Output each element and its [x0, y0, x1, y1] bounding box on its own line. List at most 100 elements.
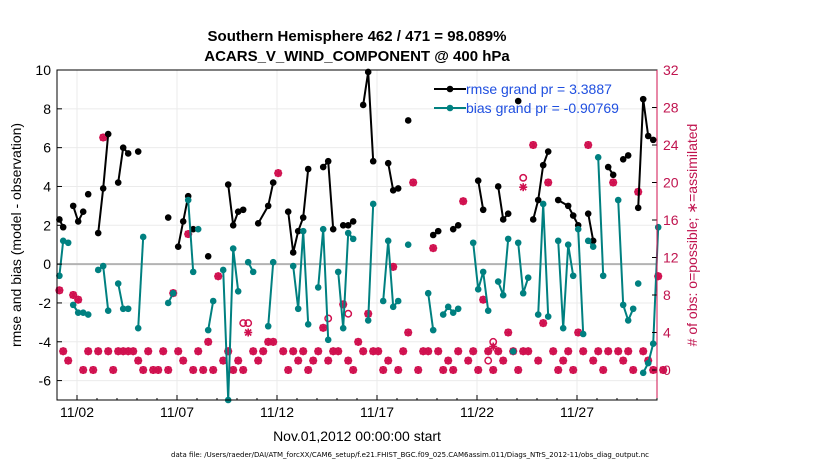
series-point [229, 221, 237, 229]
obs-assimilated-stroke [129, 347, 137, 355]
obs-assimilated-stroke [609, 178, 617, 187]
series-point [349, 235, 357, 243]
series-point [639, 369, 647, 377]
obs-assimilated-marker [349, 366, 358, 374]
obs-assimilated-marker [84, 347, 93, 356]
series-point [394, 297, 402, 305]
obs-assimilated-stroke [104, 347, 112, 355]
legend-bias-label: bias grand pr = -0.90769 [466, 100, 619, 116]
series-point [544, 148, 552, 155]
series-point [544, 313, 552, 320]
legend-rmse-marker [446, 85, 454, 93]
obs-assimilated-stroke [299, 347, 307, 355]
obs-assimilated-marker [254, 356, 263, 365]
obs-assimilated-marker [504, 328, 513, 337]
y-tick-label-right: 20 [663, 175, 679, 191]
y-tick-label-right: 4 [663, 325, 671, 341]
obs-assimilated-marker [194, 347, 203, 356]
series-line [187, 200, 195, 272]
series-point [99, 262, 107, 270]
obs-assimilated-marker [424, 347, 433, 356]
obs-assimilated-stroke [404, 328, 412, 337]
series-point [589, 237, 597, 245]
series-point [289, 249, 297, 256]
series-line [207, 300, 215, 331]
obs-assimilated-stroke [189, 366, 197, 374]
series-point [444, 303, 452, 311]
series-point [319, 163, 327, 171]
series-point [79, 309, 87, 316]
obs-assimilated-stroke [229, 366, 237, 374]
series-line [257, 182, 275, 224]
obs-assimilated-stroke [199, 366, 207, 374]
legend: rmse grand pr = 3.3887 bias grand pr = -… [434, 81, 619, 116]
series-point [114, 179, 122, 186]
obs-assimilated-stroke [579, 347, 587, 355]
series-point [269, 258, 277, 266]
series-point [189, 268, 197, 276]
chart-title: Southern Hemisphere 462 / 471 = 98.089% [208, 28, 507, 45]
series-point [534, 196, 542, 204]
y-tick-label: -4 [39, 334, 52, 350]
obs-assimilated-marker [239, 366, 248, 374]
series-point [249, 268, 257, 276]
x-axis-label: Nov.01,2012 00:00:00 start [273, 428, 441, 444]
y-tick-label-right: 24 [663, 137, 679, 153]
obs-assimilated-stroke [529, 141, 537, 149]
obs-assimilated-stroke [84, 347, 92, 355]
y-axis-label: rmse and bias (model - observation) [8, 123, 24, 347]
series-point [629, 305, 637, 313]
obs-assimilated-marker [359, 347, 368, 356]
obs-assimilated-stroke [99, 133, 107, 142]
obs-assimilated-stroke [374, 347, 382, 355]
series-point [79, 208, 87, 216]
obs-assimilated-marker [374, 347, 383, 356]
series-point [299, 214, 307, 221]
series-point [474, 286, 482, 293]
obs-assimilated-marker [459, 197, 468, 206]
y-tick-label: -6 [39, 373, 52, 389]
series-point [219, 266, 227, 274]
series-point [164, 214, 172, 221]
series-line [137, 236, 145, 329]
series-line [97, 134, 110, 234]
series-point [179, 218, 187, 225]
obs-assimilated-marker [299, 347, 308, 356]
series-line [382, 240, 399, 310]
series-point [589, 243, 597, 250]
series-point [484, 307, 492, 315]
series-point [124, 305, 132, 313]
y-tick-label: 2 [43, 217, 51, 233]
obs-assimilated-stroke [214, 272, 222, 280]
series-line [617, 200, 635, 324]
obs-assimilated-marker [129, 347, 138, 356]
obs-assimilated-marker [304, 366, 313, 374]
obs-assimilated-stroke [244, 328, 252, 337]
series-point [184, 196, 192, 204]
series-point [69, 202, 77, 210]
obs-assimilated-stroke [624, 347, 632, 355]
series-point [244, 258, 252, 266]
series-point [524, 274, 532, 282]
series-point [479, 206, 487, 214]
series-point [649, 340, 657, 348]
series-point [529, 216, 537, 223]
obs-assimilated-marker [444, 356, 453, 365]
series-line [597, 157, 605, 276]
obs-assimilated-marker [579, 347, 588, 356]
obs-assimilated-marker [614, 347, 623, 356]
series-point [194, 225, 202, 233]
obs-count-markers [55, 133, 668, 374]
obs-assimilated-stroke [249, 347, 257, 355]
x-tick-label: 11/07 [160, 404, 194, 420]
series-point [104, 307, 112, 315]
obs-assimilated-stroke [459, 197, 467, 205]
obs-assimilated-marker [274, 169, 283, 178]
series-point [479, 268, 487, 276]
obs-assimilated-marker [109, 366, 118, 374]
series-point [509, 348, 517, 355]
series-point [424, 289, 432, 297]
obs-assimilated-marker [449, 366, 458, 374]
obs-assimilated-stroke [284, 366, 292, 374]
obs-assimilated-marker [189, 366, 198, 374]
